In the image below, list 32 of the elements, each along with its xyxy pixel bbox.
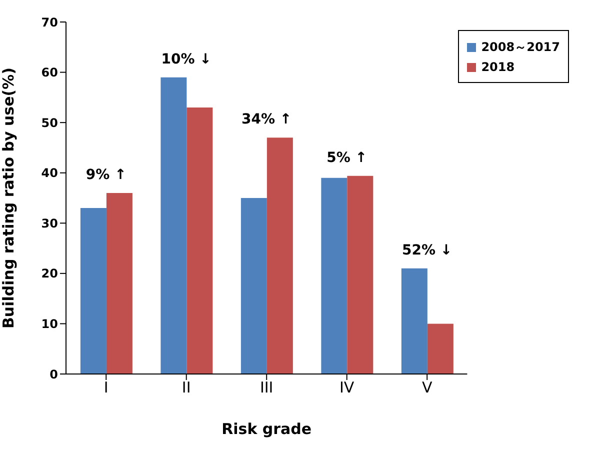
x-tick-label: I <box>104 378 108 397</box>
x-axis-title: Risk grade <box>222 420 312 438</box>
bar <box>427 324 454 374</box>
y-tick-label: 30 <box>41 216 58 230</box>
bar <box>266 138 293 374</box>
annotation: 34% ↑ <box>242 112 292 128</box>
y-tick-label: 20 <box>41 266 58 281</box>
y-tick-label: 0 <box>50 367 58 382</box>
bar <box>321 178 348 374</box>
y-axis-title: Building rating ratio by use(%) <box>0 68 18 328</box>
annotation: 5% ↑ <box>326 150 368 166</box>
legend-label: 2018 <box>481 60 515 74</box>
x-tick-label: IV <box>340 378 355 397</box>
y-tick-label: 40 <box>41 166 58 180</box>
x-tick-label: II <box>182 378 191 397</box>
bar <box>347 176 374 374</box>
x-tick-label: III <box>260 378 274 397</box>
y-tick-label: 50 <box>41 116 58 130</box>
y-tick-label: 60 <box>41 66 58 80</box>
annotation: 52% ↓ <box>402 242 452 258</box>
x-tick-label: V <box>422 378 433 397</box>
bar <box>401 268 428 374</box>
bar <box>240 198 267 374</box>
annotation: 10% ↓ <box>161 51 212 68</box>
y-tick-label: 10 <box>41 316 58 331</box>
bar <box>160 77 187 374</box>
bar <box>80 208 106 374</box>
legend-label: 2008～2017 <box>481 39 560 56</box>
y-tick-label: 70 <box>41 15 58 30</box>
bar <box>186 107 213 374</box>
bar <box>106 192 132 374</box>
annotation: 9% ↑ <box>86 166 126 183</box>
